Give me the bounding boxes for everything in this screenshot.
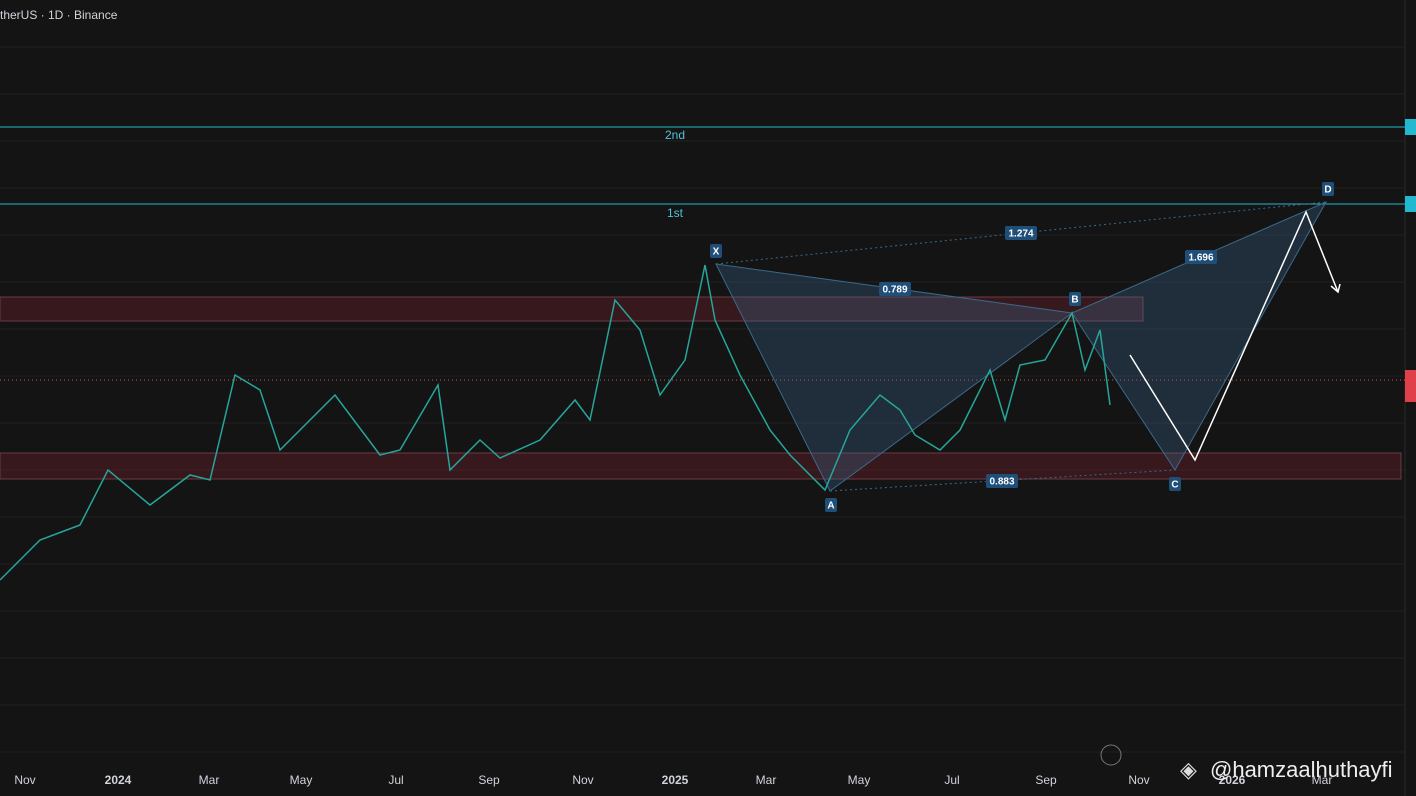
symbol-title: therUS · 1D · Binance [0, 8, 118, 22]
time-tick-label: Mar [199, 773, 220, 787]
projection-arrow [1330, 283, 1341, 294]
point-badge [1069, 292, 1081, 306]
time-tick-label: Jul [944, 773, 959, 787]
ratio-label: 0.789 [882, 285, 907, 296]
point-label: D [1324, 185, 1331, 196]
time-tick-label: Nov [1128, 773, 1149, 787]
point-label: A [827, 501, 834, 512]
time-tick-label: Sep [1035, 773, 1057, 787]
harmonic-bcd [1071, 200, 1328, 471]
grid [0, 46, 1405, 753]
level-label: 1st [667, 206, 684, 220]
ratio-badge [986, 474, 1018, 488]
time-tick-label: Mar [756, 773, 777, 787]
point-badge [710, 244, 722, 258]
level-badge [1405, 196, 1416, 212]
replay-icon[interactable] [1100, 744, 1122, 766]
ratio-label: 1.696 [1188, 253, 1213, 264]
point-label: B [1071, 295, 1078, 306]
watermark-logo: ◈ [1180, 757, 1197, 782]
time-tick-label: 2025 [662, 773, 689, 787]
point-badge [825, 498, 837, 512]
support-zone [0, 452, 1402, 480]
projection [1129, 210, 1339, 462]
ratio-badge [879, 282, 911, 296]
point-badge [1322, 182, 1334, 196]
time-tick-label: 2026 [1219, 773, 1246, 787]
resistance-zone [0, 296, 1144, 322]
point-badge [1169, 477, 1181, 491]
time-tick-label: Mar [1312, 773, 1333, 787]
time-tick-label: Nov [572, 773, 593, 787]
watermark: @hamzaalhuthayfi [1210, 757, 1393, 782]
ratio-badge [1185, 250, 1217, 264]
time-tick-label: Jul [388, 773, 403, 787]
time-tick-label: 2024 [105, 773, 132, 787]
ratio-badge [1005, 226, 1037, 240]
time-tick-label: Sep [478, 773, 500, 787]
time-tick-label: May [848, 773, 871, 787]
level-badge [1405, 119, 1416, 135]
level-label: 2nd [665, 128, 685, 142]
point-label: X [713, 247, 720, 258]
ratio-label: 0.883 [989, 477, 1014, 488]
point-label: C [1171, 480, 1178, 491]
time-tick-label: May [290, 773, 313, 787]
ratio-label: 1.274 [1008, 229, 1033, 240]
price-path [0, 264, 1111, 581]
time-tick-label: Nov [14, 773, 35, 787]
price-badge [1405, 370, 1416, 402]
